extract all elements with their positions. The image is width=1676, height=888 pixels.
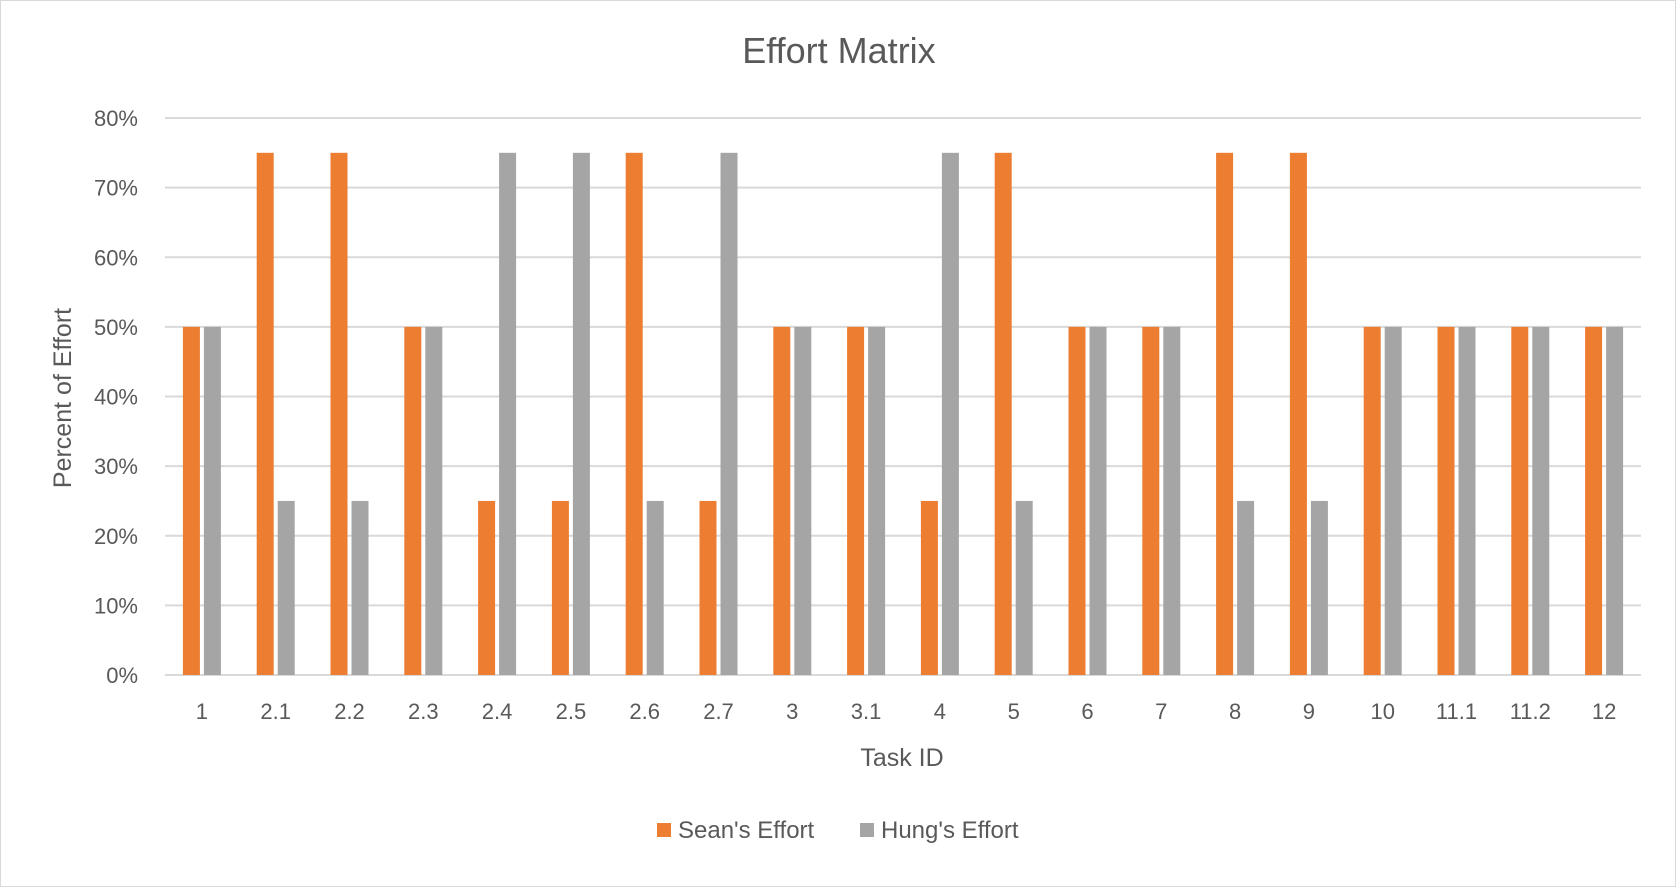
- x-tick-label: 8: [1229, 699, 1241, 724]
- bar-hung-8: [1237, 500, 1255, 675]
- bar-hung-10: [1384, 326, 1402, 675]
- x-tick-label: 5: [1008, 699, 1020, 724]
- x-tick-label: 11.1: [1436, 699, 1477, 724]
- bar-hung-3: [794, 326, 812, 675]
- x-axis-ticks: 1 2.1 2.2 2.3 2.4 2.5 2.6 2.7 3 3.1 4 5 6 7 8 9 10 11.1 11…: [196, 699, 1617, 724]
- bar-sean-4: [920, 500, 938, 675]
- bar-sean-3-1: [847, 326, 865, 675]
- x-axis-title: Task ID: [860, 744, 943, 772]
- x-tick-label: 10: [1370, 699, 1394, 724]
- bar-hung-2-1: [277, 500, 295, 675]
- y-axis-title: Percent of Effort: [49, 308, 77, 488]
- y-tick-label: 30%: [94, 454, 138, 479]
- bar-sean-9: [1289, 152, 1307, 675]
- bar-sean-2-2: [330, 152, 348, 675]
- bar-hung-6: [1089, 326, 1107, 675]
- bar-hung-2-3: [425, 326, 443, 675]
- bar-hung-12: [1606, 326, 1624, 675]
- x-tick-label: 9: [1303, 699, 1315, 724]
- bar-sean-2-1: [256, 152, 274, 675]
- bar-hung-2-5: [572, 152, 590, 675]
- bar-sean-2-3: [404, 326, 422, 675]
- x-tick-label: 2.6: [629, 699, 660, 724]
- bar-hung-7: [1163, 326, 1181, 675]
- bar-sean-2-7: [699, 500, 717, 675]
- bar-sean-11-1: [1437, 326, 1455, 675]
- legend-swatch-sean: [657, 823, 671, 837]
- bar-sean-7: [1142, 326, 1160, 675]
- bar-sean-6: [1068, 326, 1086, 675]
- x-tick-label: 3.1: [851, 699, 882, 724]
- bar-sean-12: [1585, 326, 1603, 675]
- legend-label-hung: Hung's Effort: [881, 817, 1019, 844]
- x-tick-label: 2.3: [408, 699, 439, 724]
- bar-hung-1: [203, 326, 221, 675]
- x-tick-label: 1: [196, 699, 208, 724]
- y-tick-label: 40%: [94, 385, 138, 410]
- legend: Sean's Effort Hung's Effort: [657, 817, 1019, 844]
- y-tick-label: 80%: [94, 106, 138, 131]
- y-tick-label: 20%: [94, 524, 138, 549]
- bar-hung-2-2: [351, 500, 369, 675]
- bar-sean-8: [1216, 152, 1234, 675]
- bar-hung-2-4: [499, 152, 517, 675]
- bar-sean-2-5: [551, 500, 569, 675]
- x-tick-label: 2.4: [482, 699, 513, 724]
- bar-sean-10: [1363, 326, 1381, 675]
- x-tick-label: 2.5: [556, 699, 587, 724]
- bar-sean-2-4: [478, 500, 496, 675]
- y-tick-label: 50%: [94, 315, 138, 340]
- bar-hung-5: [1015, 500, 1033, 675]
- legend-label-sean: Sean's Effort: [678, 817, 815, 844]
- bar-hung-2-6: [646, 500, 664, 675]
- x-tick-label: 6: [1081, 699, 1093, 724]
- bar-sean-2-6: [625, 152, 643, 675]
- x-tick-label: 2.1: [260, 699, 291, 724]
- bar-sean-5: [994, 152, 1012, 675]
- bar-sean-1: [182, 326, 200, 675]
- y-tick-label: 70%: [94, 176, 138, 201]
- bar-hung-2-7: [720, 152, 738, 675]
- y-tick-label: 0%: [106, 663, 138, 688]
- bar-sean-11-2: [1511, 326, 1529, 675]
- y-tick-label: 60%: [94, 245, 138, 270]
- x-tick-label: 2.7: [703, 699, 734, 724]
- x-tick-label: 3: [786, 699, 798, 724]
- y-axis-ticks: 0% 10% 20% 30% 40% 50% 60% 70% 80%: [94, 106, 138, 688]
- bars: [182, 152, 1624, 675]
- x-tick-label: 4: [934, 699, 946, 724]
- y-tick-label: 10%: [94, 593, 138, 618]
- x-tick-label: 11.2: [1510, 699, 1551, 724]
- gridlines: [165, 117, 1641, 676]
- legend-swatch-hung: [860, 823, 874, 837]
- bar-sean-3: [773, 326, 791, 675]
- bar-hung-11-1: [1458, 326, 1476, 675]
- bar-hung-4: [941, 152, 959, 675]
- chart-title: Effort Matrix: [742, 30, 935, 71]
- x-tick-label: 2.2: [334, 699, 365, 724]
- x-tick-label: 7: [1155, 699, 1167, 724]
- x-tick-label: 12: [1592, 699, 1616, 724]
- bar-hung-3-1: [868, 326, 886, 675]
- bar-hung-9: [1310, 500, 1328, 675]
- bar-hung-11-2: [1532, 326, 1550, 675]
